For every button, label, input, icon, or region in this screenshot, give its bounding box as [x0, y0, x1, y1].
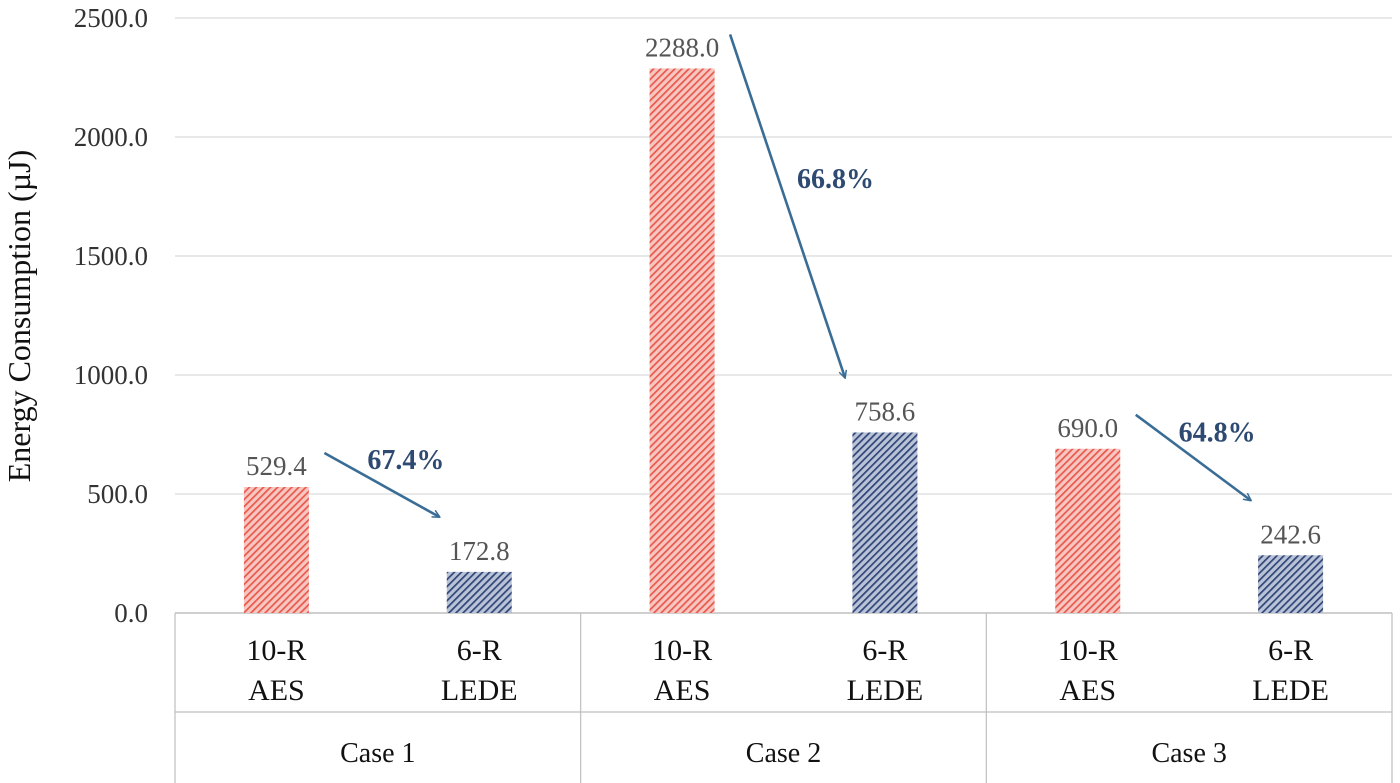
y-tick-label: 1000.0: [74, 360, 148, 390]
bar-1-2: [446, 571, 512, 613]
bar-1-1: [243, 487, 309, 613]
reduction-percent-label: 64.8%: [1179, 418, 1256, 449]
category-label: LEDE: [441, 674, 518, 707]
reduction-arrow: [1134, 413, 1251, 500]
category-label: LEDE: [847, 674, 924, 707]
y-tick-label: 0.0: [114, 598, 148, 628]
category-label: 6-R: [862, 634, 907, 667]
data-label: 758.6: [855, 396, 916, 426]
y-tick-label: 1500.0: [74, 241, 148, 271]
category-label: 10-R: [246, 634, 306, 667]
data-label: 172.8: [449, 536, 510, 566]
data-label: 2288.0: [645, 32, 719, 62]
bars: 529.4 172.8 2288.0 758.6 690.0 242.6: [243, 32, 1324, 614]
reduction-arrow: [323, 451, 439, 517]
category-label: AES: [248, 674, 305, 707]
y-tick-label: 2000.0: [74, 122, 148, 152]
category-label: 6-R: [457, 634, 502, 667]
category-label: 10-R: [1058, 634, 1118, 667]
group-label: Case 2: [746, 738, 821, 769]
y-tick-label: 500.0: [87, 479, 148, 509]
category-label: LEDE: [1252, 674, 1329, 707]
category-label: 6-R: [1268, 634, 1313, 667]
y-axis-label: Energy Consumption (µJ): [1, 150, 37, 483]
bar-2-1: [649, 68, 715, 614]
annotations: 67.4% 66.8% 64.8%: [323, 34, 1256, 517]
group-label: Case 3: [1151, 738, 1226, 769]
category-label: 10-R: [652, 634, 712, 667]
bar-3-1: [1055, 448, 1121, 613]
y-tick-label: 2500.0: [74, 3, 148, 33]
reduction-percent-label: 66.8%: [797, 164, 874, 195]
gridlines: [175, 17, 1392, 495]
bar-3-2: [1258, 555, 1324, 613]
data-label: 690.0: [1057, 413, 1118, 443]
bar-2-2: [852, 432, 918, 613]
y-axis-ticks: 0.0 500.0 1000.0 1500.0 2000.0 2500.0: [74, 3, 148, 628]
category-label: AES: [1059, 674, 1116, 707]
group-label: Case 1: [340, 738, 415, 769]
axes: [174, 612, 1393, 783]
data-label: 242.6: [1260, 519, 1321, 549]
reduction-arrow: [728, 34, 845, 377]
reduction-percent-label: 67.4%: [367, 445, 444, 476]
category-label: AES: [654, 674, 711, 707]
x-axis-labels: 10-R AES 6-R LEDE Case 1 10-R AES 6-R LEDE Case 2…: [246, 634, 1328, 769]
data-label: 529.4: [246, 451, 307, 481]
